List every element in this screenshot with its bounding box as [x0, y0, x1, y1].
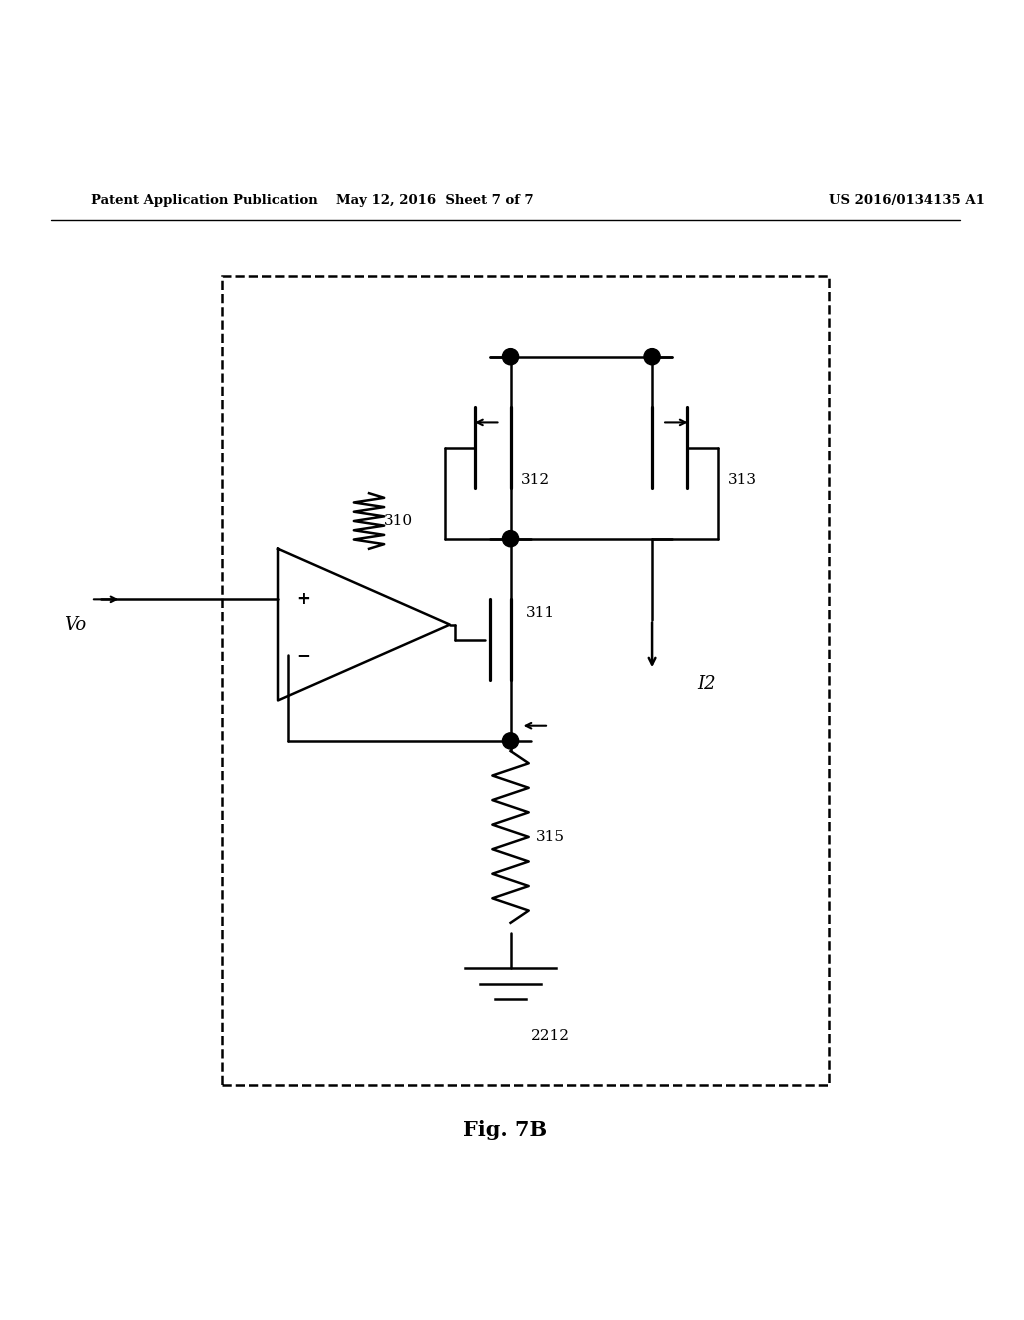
- Circle shape: [503, 733, 518, 748]
- Text: Fig. 7B: Fig. 7B: [464, 1121, 548, 1140]
- Text: May 12, 2016  Sheet 7 of 7: May 12, 2016 Sheet 7 of 7: [336, 194, 534, 206]
- Text: 315: 315: [536, 830, 565, 843]
- Text: 313: 313: [728, 473, 757, 487]
- Text: 312: 312: [520, 473, 550, 487]
- Text: 310: 310: [384, 513, 414, 528]
- Circle shape: [503, 531, 518, 546]
- Text: Patent Application Publication: Patent Application Publication: [91, 194, 317, 206]
- Text: 2212: 2212: [530, 1030, 569, 1043]
- Text: US 2016/0134135 A1: US 2016/0134135 A1: [829, 194, 985, 206]
- Circle shape: [644, 348, 660, 364]
- Circle shape: [503, 348, 518, 364]
- Text: 311: 311: [525, 606, 555, 619]
- Text: I2: I2: [697, 675, 716, 693]
- Text: +: +: [296, 590, 310, 609]
- Text: Vo: Vo: [63, 615, 86, 634]
- Text: −: −: [296, 645, 310, 664]
